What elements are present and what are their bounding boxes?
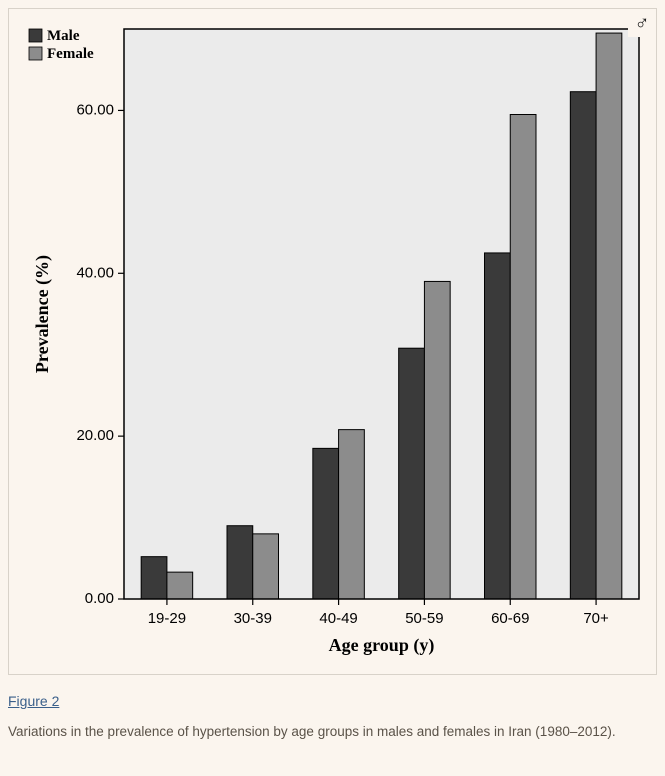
figure-link[interactable]: Figure 2 [8,693,59,709]
bar-male-60-69 [485,253,511,599]
bar-male-19-29 [141,557,167,599]
legend-label: Male [47,28,80,44]
bar-male-70+ [570,92,596,599]
bar-male-50-59 [399,348,425,599]
legend-swatch-female [29,47,42,60]
bar-male-40-49 [313,448,339,599]
bar-female-50-59 [424,281,450,599]
x-tick-label: 70+ [583,610,609,627]
bar-chart: 0.00 20.00 40.00 60.00 Prevalence (%) 19-29 30… [9,9,656,669]
chart-wrapper: ♂ 0.00 20.00 40.00 60.00 Prevalence (%) 19-29… [8,8,657,675]
x-tick-label: 60-69 [491,610,529,627]
x-tick-label: 40-49 [319,610,357,627]
figure-container: ♂ 0.00 20.00 40.00 60.00 Prevalence (%) 19-29… [0,0,665,758]
x-tick-label: 19-29 [148,610,186,627]
y-axis-label: Prevalence (%) [32,255,53,373]
x-tick-label: 50-59 [405,610,443,627]
corner-icon-glyph: ♂ [635,12,650,35]
y-tick-label: 40.00 [76,264,114,281]
bar-male-30-39 [227,526,253,599]
bar-female-40-49 [339,430,365,599]
bar-female-30-39 [253,534,279,599]
bar-female-60-69 [510,115,536,600]
bar-female-19-29 [167,572,193,599]
figure-caption: Variations in the prevalence of hyperten… [8,723,657,742]
y-tick-label: 20.00 [76,427,114,444]
y-tick-label: 0.00 [85,590,114,607]
bar-female-70+ [596,33,622,599]
x-axis-label: Age group (y) [329,635,435,656]
male-symbol-icon: ♂ [628,9,656,37]
legend-swatch-male [29,29,42,42]
y-tick-label: 60.00 [76,101,114,118]
x-tick-label: 30-39 [234,610,272,627]
legend-label: Female [47,46,94,62]
